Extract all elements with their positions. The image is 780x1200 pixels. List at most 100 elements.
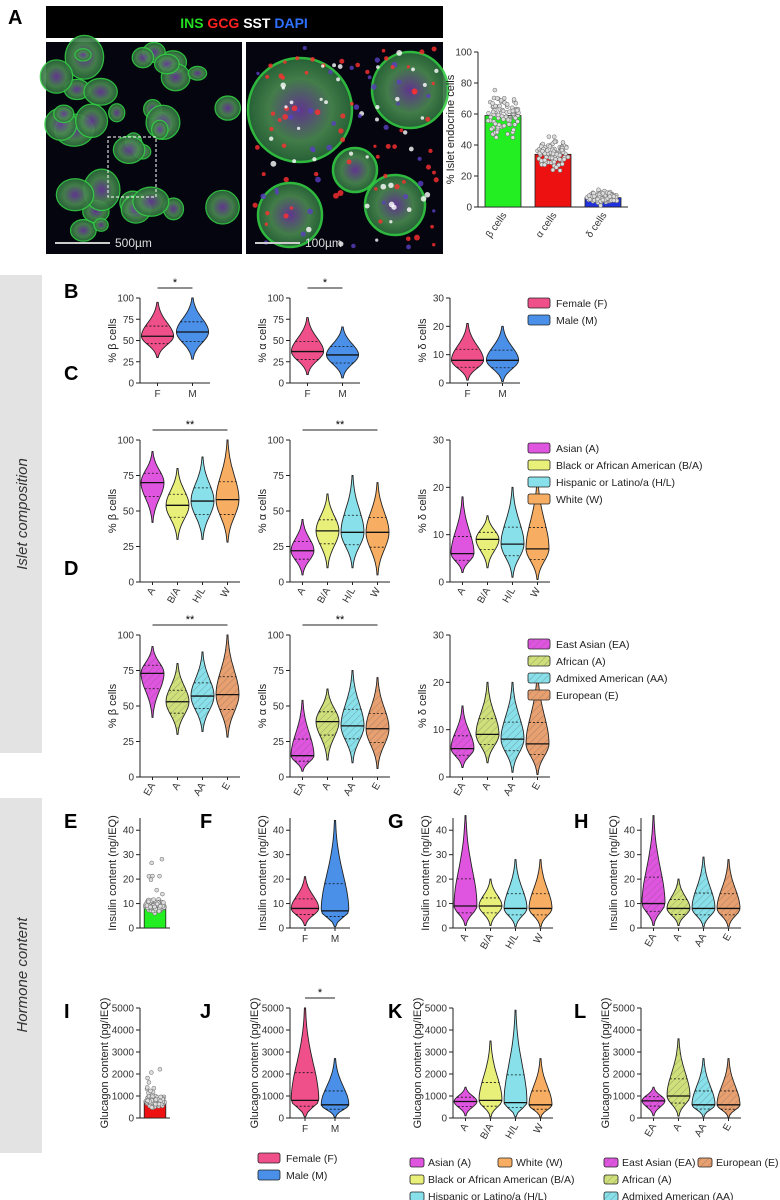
data-point [151,1085,157,1091]
y-tick-label: 0 [278,379,284,390]
data-point [505,117,511,123]
data-point [144,1085,150,1090]
y-tick-label: 0 [438,773,444,784]
data-point [159,856,165,862]
violin [290,519,315,576]
cell-dot [364,203,370,209]
chart-C: 0 25 50 75 100 % β cells A B/A H/L W ** [107,419,240,605]
legends: Female (F) Male (M) Asian (A) Black or Afri… [257,297,778,1200]
islet [83,77,118,106]
y-tick-label: 0 [278,773,284,784]
y-tick-label: 75 [123,666,135,677]
islet [153,53,180,75]
legend-label: Male (M) [286,1170,327,1182]
cell-dot [283,60,287,64]
y-tick-label: 50 [273,702,285,713]
legend-swatch-hatch [604,1175,618,1184]
data-point [486,111,491,116]
stain-header [46,6,443,38]
cell-dot [337,64,343,69]
x-tick-label: EA [452,781,468,798]
panel-label-B: B [64,281,78,303]
legend-label: Asian (A) [428,1157,471,1169]
data-point [595,196,600,202]
cell-dot [374,187,378,191]
data-point [565,154,571,160]
panel-label-L: L [574,1001,586,1023]
violin [290,1007,320,1118]
cell-dot [270,111,276,116]
legend-label: Hispanic or Latino/a (H/L) [556,477,675,489]
cell-dot [304,70,309,75]
y-tick-label: 3000 [425,1048,448,1059]
y-tick-label: 10 [436,899,448,910]
islet [214,95,242,121]
y-tick-label: 4000 [613,1026,636,1037]
data-point [546,134,552,139]
y-axis-label: % Islet endocrine cells [445,74,457,184]
y-tick-label: 100 [267,631,284,642]
y-tick-label: 30 [433,631,445,642]
x-tick-label: H/L [501,586,519,605]
cell-dot [376,65,380,69]
legend-label: East Asian (EA) [556,639,630,651]
stain-sst: SST [239,15,271,31]
violin [290,317,325,375]
y-tick-label: 20 [433,483,445,494]
cell-dot [408,146,414,152]
cell-dot [307,208,313,215]
y-axis-label: Glucagon content (pg/IEQ) [600,998,612,1129]
legend-swatch-hatch [698,1158,712,1167]
legend-sex: Female (F) Male (M) [527,297,607,327]
legend-swatch [527,476,551,488]
y-tick-label: 25 [123,737,135,748]
x-tick-label: H/L [191,586,209,605]
legend-label: Black or African American (B/A) [428,1174,574,1186]
y-axis-label: Insulin content (ng/IEQ) [257,815,269,931]
violin [190,456,215,540]
data-point [611,194,617,199]
x-tick-label: F [302,1124,308,1135]
violin [325,326,360,379]
cell-dot [291,105,298,112]
y-tick-label: 0 [128,1114,134,1125]
cell-dot [255,145,260,150]
stain-labels: INS GCG SST DAPI [180,15,308,31]
violin [450,496,475,573]
x-tick-label: β cells [484,210,509,240]
cell-dot [338,241,344,247]
cell-dot [420,195,427,202]
violin-hatch [667,1038,690,1117]
y-tick-label: 0 [629,1114,635,1125]
cell-dot [321,64,325,68]
cell-dot [365,69,370,75]
data-point [157,1067,163,1072]
significance-label: * [318,987,323,999]
y-tick-label: 10 [123,899,135,910]
chart-C2: 0 25 50 75 100 % α cells A B/A H/L W ** [257,419,390,605]
x-tick-label: EA [643,932,659,949]
cell-dot [378,219,383,224]
x-tick-label: W [532,932,547,946]
data-point [494,129,500,135]
islet [75,103,109,139]
cell-dot [349,101,354,106]
panel-label-J: J [200,1001,211,1023]
cell-dot [353,104,360,110]
data-point [542,162,547,168]
y-tick-label: 100 [267,294,284,305]
islet-side-bar [0,275,42,753]
y-tick-label: 80 [461,79,473,90]
cell-dot [431,46,437,52]
hormone-side-bar [0,798,42,1153]
cell-dot [426,93,431,99]
x-tick-label: EA [292,781,308,798]
x-tick-label: A [458,1122,471,1134]
x-tick-label: A [458,932,471,944]
data-point [495,112,501,118]
cell-dot [357,113,362,119]
data-point [514,108,520,113]
cell-dot [414,234,420,241]
